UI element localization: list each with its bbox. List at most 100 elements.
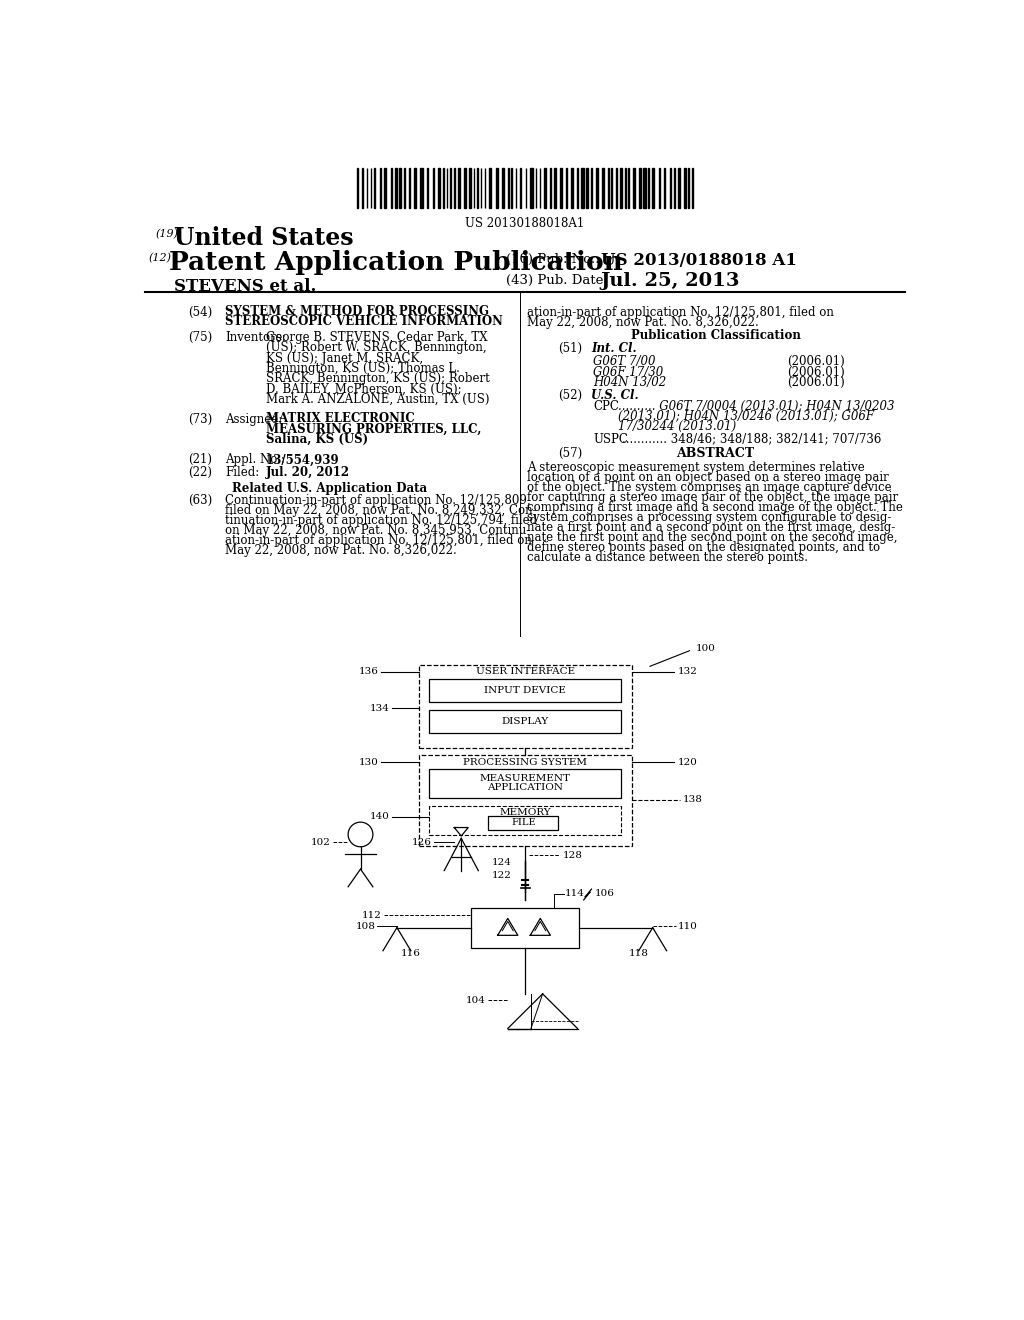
Text: 17/30244 (2013.01): 17/30244 (2013.01) <box>617 420 736 433</box>
Text: PROCESSING SYSTEM: PROCESSING SYSTEM <box>463 758 587 767</box>
Text: on May 22, 2008, now Pat. No. 8,345,953, Continu-: on May 22, 2008, now Pat. No. 8,345,953,… <box>225 524 530 537</box>
Bar <box>566 168 567 207</box>
Bar <box>560 168 562 207</box>
Text: Jul. 25, 2013: Jul. 25, 2013 <box>601 272 740 289</box>
Text: (12): (12) <box>148 253 172 264</box>
Text: nate the first point and the second point on the second image,: nate the first point and the second poin… <box>527 531 898 544</box>
Text: 138: 138 <box>683 796 702 804</box>
Text: G06T 7/00: G06T 7/00 <box>593 355 655 368</box>
Text: (19): (19) <box>156 230 179 239</box>
Bar <box>471 908 579 948</box>
Text: Salina, KS (US): Salina, KS (US) <box>266 433 368 446</box>
Bar <box>454 168 455 207</box>
Text: G06F 17/30: G06F 17/30 <box>593 366 664 379</box>
Text: ............ 348/46; 348/188; 382/141; 707/736: ............ 348/46; 348/188; 382/141; 7… <box>623 433 882 446</box>
Text: 13/554,939: 13/554,939 <box>266 453 340 466</box>
Bar <box>429 807 621 836</box>
Text: United States: United States <box>174 226 354 251</box>
Text: Assignee:: Assignee: <box>225 412 283 425</box>
Text: 140: 140 <box>370 812 389 821</box>
Bar <box>450 168 452 207</box>
Bar <box>399 168 400 207</box>
Bar <box>469 168 471 207</box>
Text: (2006.01): (2006.01) <box>786 376 845 389</box>
Bar <box>414 168 416 207</box>
Text: SYSTEM & METHOD FOR PROCESSING: SYSTEM & METHOD FOR PROCESSING <box>225 305 488 318</box>
Bar <box>652 168 654 207</box>
Bar <box>577 168 579 207</box>
Text: KS (US); Janet M. SRACK,: KS (US); Janet M. SRACK, <box>266 351 423 364</box>
Text: 114: 114 <box>565 890 585 898</box>
Bar <box>394 168 397 207</box>
Text: Inventors:: Inventors: <box>225 331 286 345</box>
Text: 112: 112 <box>361 911 381 920</box>
Text: 136: 136 <box>358 668 378 676</box>
Text: MATRIX ELECTRONIC: MATRIX ELECTRONIC <box>266 412 415 425</box>
Text: 126: 126 <box>412 838 432 846</box>
Bar <box>621 168 622 207</box>
Text: 106: 106 <box>595 890 614 898</box>
Text: (63): (63) <box>188 494 213 507</box>
Text: U.S. Cl.: U.S. Cl. <box>592 389 639 403</box>
Text: 132: 132 <box>678 668 698 676</box>
Text: define stereo points based on the designated points, and to: define stereo points based on the design… <box>527 541 881 554</box>
Text: ABSTRACT: ABSTRACT <box>677 447 755 461</box>
Text: Int. Cl.: Int. Cl. <box>592 342 637 355</box>
Text: STEVENS et al.: STEVENS et al. <box>174 277 316 294</box>
Text: INPUT DEVICE: INPUT DEVICE <box>484 686 566 694</box>
Text: STEREOSCOPIC VEHICLE INFORMATION: STEREOSCOPIC VEHICLE INFORMATION <box>225 315 503 329</box>
Bar <box>643 168 646 207</box>
Text: tinuation-in-part of application No. 12/125,794, filed: tinuation-in-part of application No. 12/… <box>225 515 537 527</box>
Bar <box>582 168 584 207</box>
Text: nate a first point and a second point on the first image, desig-: nate a first point and a second point on… <box>527 521 895 535</box>
Text: comprising a first image and a second image of the object. The: comprising a first image and a second im… <box>527 502 903 513</box>
Text: ation-in-part of application No. 12/125,801, filed on: ation-in-part of application No. 12/125,… <box>225 535 531 548</box>
Text: (US); Robert W. SRACK, Bennington,: (US); Robert W. SRACK, Bennington, <box>266 342 486 354</box>
Bar <box>550 168 551 207</box>
Bar <box>639 168 641 207</box>
Text: 118: 118 <box>629 949 648 958</box>
Bar <box>596 168 598 207</box>
Text: Related U.S. Application Data: Related U.S. Application Data <box>232 482 427 495</box>
Text: (73): (73) <box>188 412 213 425</box>
Text: A stereoscopic measurement system determines relative: A stereoscopic measurement system determ… <box>527 461 865 474</box>
Text: (57): (57) <box>558 447 583 461</box>
Bar <box>429 678 621 702</box>
Text: 120: 120 <box>678 758 698 767</box>
Text: (51): (51) <box>558 342 583 355</box>
Text: 100: 100 <box>695 644 715 652</box>
Text: USPC: USPC <box>593 433 628 446</box>
Text: .......... G06T 7/0004 (2013.01); H04N 13/0203: .......... G06T 7/0004 (2013.01); H04N 1… <box>617 400 894 413</box>
Text: US 20130188018A1: US 20130188018A1 <box>465 216 585 230</box>
Text: H04N 13/02: H04N 13/02 <box>593 376 667 389</box>
Bar <box>384 168 386 207</box>
Text: (2013.01); H04N 13/0246 (2013.01); G06F: (2013.01); H04N 13/0246 (2013.01); G06F <box>617 411 873 424</box>
Text: (43) Pub. Date:: (43) Pub. Date: <box>506 275 608 286</box>
Text: Publication Classification: Publication Classification <box>631 330 801 342</box>
Text: (75): (75) <box>188 331 213 345</box>
Bar <box>356 168 358 207</box>
Text: MEASURING PROPERTIES, LLC,: MEASURING PROPERTIES, LLC, <box>266 422 481 436</box>
Bar <box>502 168 504 207</box>
Text: George B. STEVENS, Cedar Park, TX: George B. STEVENS, Cedar Park, TX <box>266 331 487 345</box>
Text: Appl. No.:: Appl. No.: <box>225 453 285 466</box>
Text: Jul. 20, 2012: Jul. 20, 2012 <box>266 466 350 479</box>
Text: calculate a distance between the stereo points.: calculate a distance between the stereo … <box>527 552 808 564</box>
Bar <box>684 168 686 207</box>
Bar <box>678 168 680 207</box>
Bar <box>586 168 589 207</box>
Bar <box>374 168 375 207</box>
Text: US 2013/0188018 A1: US 2013/0188018 A1 <box>601 252 797 268</box>
Bar <box>419 755 632 846</box>
Text: Patent Application Publication: Patent Application Publication <box>169 249 623 275</box>
Text: May 22, 2008, now Pat. No. 8,326,022.: May 22, 2008, now Pat. No. 8,326,022. <box>225 544 457 557</box>
Bar <box>489 168 492 207</box>
Text: D. BAILEY, McPherson, KS (US);: D. BAILEY, McPherson, KS (US); <box>266 383 462 396</box>
Text: FILE: FILE <box>511 818 536 828</box>
Text: (22): (22) <box>188 466 212 479</box>
Text: filed on May 22, 2008, now Pat. No. 8,249,332, Con-: filed on May 22, 2008, now Pat. No. 8,24… <box>225 504 537 517</box>
Bar <box>438 168 440 207</box>
Text: SRACK, Bennington, KS (US); Robert: SRACK, Bennington, KS (US); Robert <box>266 372 489 385</box>
Bar <box>601 168 604 207</box>
Bar <box>611 168 612 207</box>
